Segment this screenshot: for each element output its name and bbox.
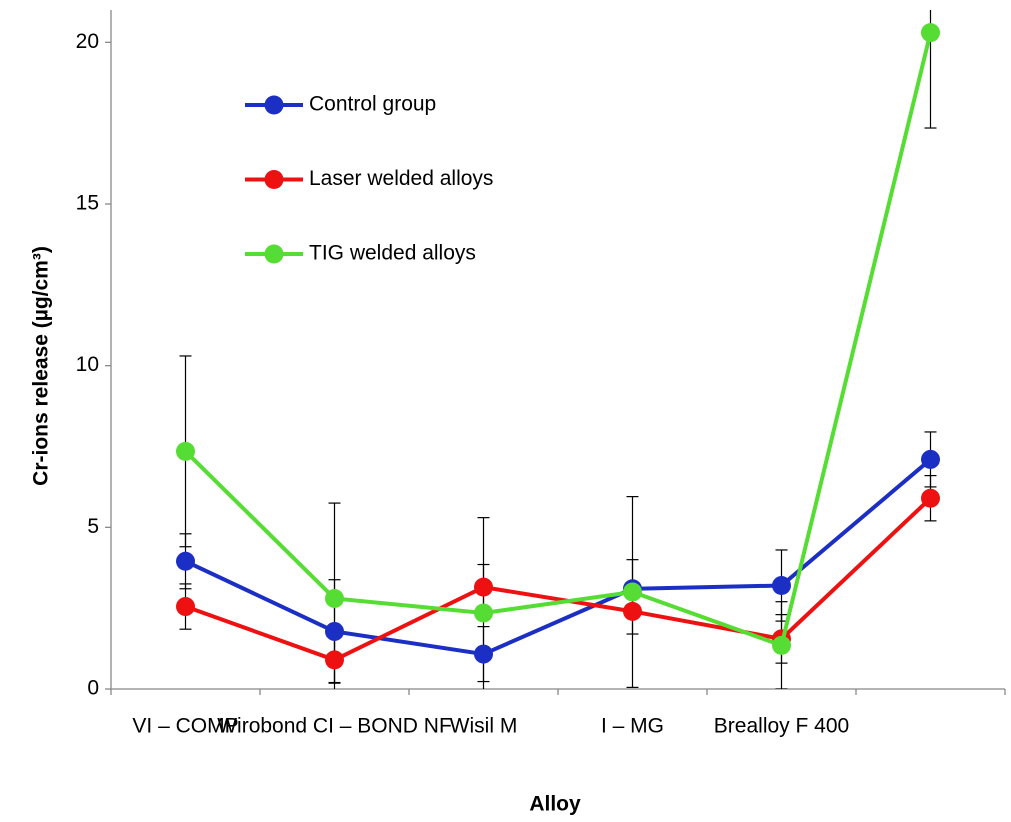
y-axis-title: Cr-ions release (µg/cm³) (30, 246, 53, 486)
legend-label: Laser welded alloys (309, 167, 493, 190)
point (921, 488, 940, 508)
point (921, 449, 940, 469)
point (474, 577, 493, 597)
legend-label: TIG welded alloys (309, 242, 476, 265)
x-tick-label: Brealloy F 400 (714, 715, 849, 738)
legend-label: Control group (309, 93, 436, 116)
point (325, 588, 344, 608)
legend-marker (264, 170, 284, 189)
x-tick-label: I – MG (601, 715, 664, 738)
y-tick-label: 0 (87, 677, 99, 700)
point (474, 603, 493, 623)
legend-marker (264, 95, 284, 115)
x-tick-label: VI – COMP (132, 715, 238, 738)
point (772, 576, 791, 596)
series-line (184, 496, 932, 663)
point (772, 635, 791, 655)
error-bar (924, 10, 937, 129)
y-tick-label: 15 (76, 192, 99, 215)
point (623, 601, 642, 621)
x-tick-label: Wisil M (450, 715, 518, 738)
x-tick-label: Wirobond CI – BOND NF (217, 715, 452, 738)
y-tick-label: 20 (76, 30, 99, 53)
point (623, 582, 642, 602)
point (176, 441, 195, 461)
series-line (184, 32, 933, 648)
point (474, 644, 493, 664)
point (325, 621, 344, 641)
point (921, 23, 940, 43)
y-tick-label: 5 (87, 515, 99, 538)
plot (176, 10, 940, 689)
point (176, 551, 195, 571)
x-axis-title: Alloy (529, 793, 581, 816)
series-line (184, 457, 932, 657)
legend-marker (264, 244, 284, 264)
point (325, 650, 344, 670)
point (176, 597, 195, 617)
y-tick-label: 10 (76, 353, 99, 376)
